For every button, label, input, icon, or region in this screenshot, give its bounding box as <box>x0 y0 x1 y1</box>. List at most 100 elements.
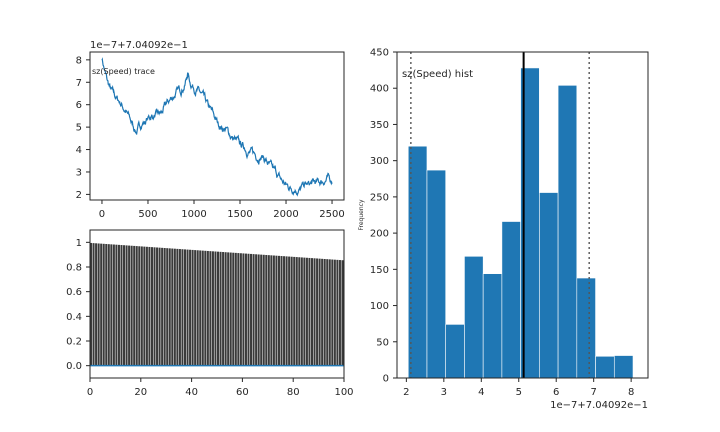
autocorrelation-bar <box>300 257 303 366</box>
autocorrelation-bar <box>100 243 103 366</box>
autocorrelation-bar <box>227 252 230 366</box>
autocorrelation-bar <box>148 246 151 366</box>
autocorrelation-bar <box>328 259 331 366</box>
autocorrelation-bar <box>310 258 314 366</box>
trace-title: sz(Speed) trace <box>92 67 155 76</box>
histogram-ytick-label: 300 <box>370 156 389 167</box>
histogram-title: sz(Speed) hist <box>402 69 473 80</box>
autocorrelation-bar <box>247 253 250 366</box>
trace-ytick-label: 6 <box>76 100 82 111</box>
autocorrelation-bar <box>204 250 207 366</box>
trace-line-group <box>101 57 333 197</box>
autocorrelation-bar <box>199 250 202 366</box>
histogram-ytick-label: 150 <box>370 265 389 276</box>
autocorrelation-bar <box>163 248 166 366</box>
histogram-xtick-label: 3 <box>441 387 447 398</box>
autocorrelation-xtick-label: 0 <box>87 387 93 398</box>
autocorrelation-bar <box>232 252 235 366</box>
autocorrelation-bar <box>257 254 260 366</box>
histogram-bar <box>482 273 503 379</box>
autocorrelation-bar <box>242 253 245 366</box>
autocorrelation-bar <box>115 244 118 366</box>
autocorrelation-bar <box>222 252 225 366</box>
autocorrelation-bar <box>135 246 138 366</box>
autocorrelation-bar <box>206 250 209 366</box>
autocorrelation-bar <box>239 253 242 366</box>
autocorrelation-bar <box>308 257 311 366</box>
autocorrelation-bar <box>272 255 275 366</box>
trace-ytick-label: 8 <box>76 55 82 66</box>
autocorrelation-xtick-label: 40 <box>185 387 198 398</box>
autocorrelation-bar <box>323 258 326 366</box>
histogram-xtick-label: 4 <box>478 387 484 398</box>
autocorrelation-bar <box>326 259 329 366</box>
autocorrelation-bar <box>120 245 123 366</box>
autocorrelation-bar <box>171 248 174 366</box>
autocorrelation-bar <box>201 250 204 366</box>
autocorrelation-bar <box>333 259 336 366</box>
autocorrelation-bar <box>189 249 192 366</box>
autocorrelation-bar <box>265 254 268 366</box>
autocorrelation-bar <box>341 260 344 366</box>
autocorrelation-bar <box>153 247 156 366</box>
histogram-bar <box>501 221 521 379</box>
autocorrelation-bar <box>150 247 153 366</box>
autocorrelation-bar <box>92 243 95 366</box>
autocorrelation-bar <box>260 254 263 366</box>
autocorrelation-bar <box>293 256 296 366</box>
histogram-ytick-label: 400 <box>370 84 389 95</box>
autocorrelation-bar <box>277 255 280 366</box>
autocorrelation-ytick-label: 0.4 <box>66 312 82 323</box>
autocorrelation-bars <box>90 242 344 367</box>
trace-xtick-label: 0 <box>99 209 105 220</box>
autocorrelation-bar <box>316 258 319 366</box>
trace-xtick-label: 2500 <box>319 209 344 220</box>
autocorrelation-bar <box>336 259 339 366</box>
autocorrelation-ytick-label: 1 <box>76 238 82 249</box>
autocorrelation-bar <box>161 247 164 366</box>
histogram-xtick-label: 2 <box>403 387 409 398</box>
histogram-ytick-label: 350 <box>370 120 389 131</box>
autocorrelation-bar <box>138 246 141 366</box>
histogram-xtick-label: 5 <box>516 387 522 398</box>
histogram-offset-label: 1e−7+7.04092e−1 <box>550 400 648 411</box>
autocorrelation-bar <box>244 253 247 366</box>
autocorrelation-bar <box>224 252 227 366</box>
histogram-bar <box>426 169 447 379</box>
autocorrelation-bar <box>156 247 159 366</box>
histogram-xtick-label: 7 <box>590 387 596 398</box>
histogram-xtick-label: 6 <box>553 387 559 398</box>
autocorrelation-xtick-label: 20 <box>134 387 147 398</box>
autocorrelation-ytick-label: 0.6 <box>66 287 82 298</box>
autocorrelation-bar <box>112 244 115 366</box>
autocorrelation-bar <box>303 257 306 366</box>
autocorrelation-ytick-label: 0.2 <box>66 337 82 348</box>
autocorrelation-bar <box>181 249 184 366</box>
histogram-bar <box>539 192 559 379</box>
autocorrelation-xtick-label: 60 <box>236 387 249 398</box>
autocorrelation-bar <box>178 249 181 366</box>
autocorrelation-bar <box>290 256 293 366</box>
autocorrelation-bar <box>280 256 283 366</box>
trace-panel: 0 500 1000 1500 2000 2500 2 3 4 5 6 7 8 sz(Speed) tr… <box>76 40 345 220</box>
trace-offset-label: 1e−7+7.04092e−1 <box>90 40 188 51</box>
trace-line <box>101 57 333 197</box>
autocorrelation-bar <box>173 248 176 366</box>
trace-xtick-label: 1500 <box>227 209 252 220</box>
autocorrelation-bar <box>275 255 278 366</box>
autocorrelation-xtick-label: 80 <box>287 387 300 398</box>
autocorrelation-bar <box>90 242 93 366</box>
histogram-ticks: 2 3 4 5 6 7 8 0 50 100 150 200 250 300 350 400 450 <box>370 48 634 399</box>
histogram-ytick-label: 50 <box>376 337 389 348</box>
autocorrelation-bar <box>313 258 316 366</box>
trace-xtick-label: 2000 <box>273 209 298 220</box>
autocorrelation-bar <box>250 253 253 366</box>
autocorrelation-bar <box>331 259 334 366</box>
autocorrelation-bar <box>105 243 108 366</box>
autocorrelation-ytick-label: 0.0 <box>66 361 82 372</box>
autocorrelation-bar <box>186 249 189 366</box>
autocorrelation-bar <box>107 244 110 366</box>
autocorrelation-bar <box>145 246 148 366</box>
autocorrelation-bar <box>133 245 136 366</box>
trace-frame <box>89 51 345 201</box>
